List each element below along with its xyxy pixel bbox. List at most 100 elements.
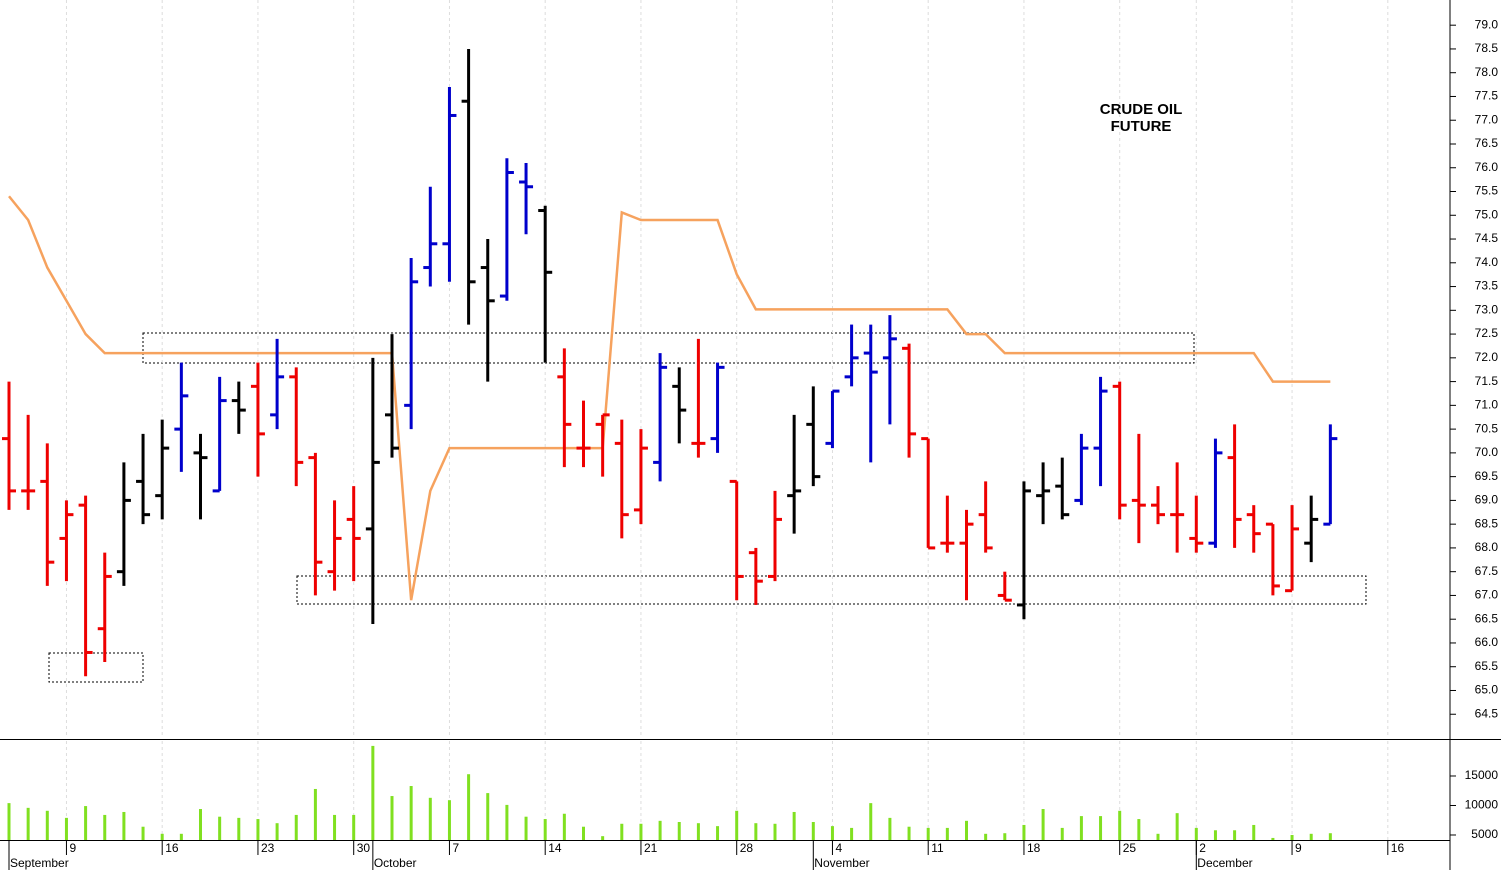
y-tick-label: 76.5 xyxy=(1475,136,1499,150)
volume-bar xyxy=(505,804,509,840)
x-tick-label: 9 xyxy=(1295,841,1302,855)
volume-bar xyxy=(773,823,777,840)
volume-bar xyxy=(696,823,700,840)
volume-bar xyxy=(218,816,222,840)
y-tick-label: 79.0 xyxy=(1475,17,1499,31)
volume-bar xyxy=(965,820,968,840)
volume-bar xyxy=(716,826,720,840)
volume-bar xyxy=(639,823,643,840)
range-box xyxy=(142,332,1195,364)
y-tick-label: 74.5 xyxy=(1475,231,1499,245)
y-tick-label: 64.5 xyxy=(1475,706,1499,720)
volume-bar xyxy=(1156,833,1160,840)
volume-bar xyxy=(26,807,30,840)
volume-bar xyxy=(160,833,164,840)
volume-bar xyxy=(256,819,260,840)
y-tick-label: 75.0 xyxy=(1475,207,1499,221)
volume-bar xyxy=(869,803,873,840)
y-tick-label: 5000 xyxy=(1471,827,1498,841)
volume-bar xyxy=(1137,819,1141,840)
volume-bar xyxy=(543,819,547,840)
volume-bar xyxy=(1022,824,1026,840)
y-tick-label: 65.0 xyxy=(1475,683,1499,697)
volume-bar xyxy=(524,816,528,840)
volume-bar xyxy=(1252,824,1256,840)
y-tick-label: 66.5 xyxy=(1475,611,1499,625)
x-tick-label: 2 xyxy=(1199,841,1206,855)
chart-title: CRUDE OIL xyxy=(1100,101,1183,118)
volume-bar xyxy=(84,806,88,840)
y-tick-label: 69.5 xyxy=(1475,469,1499,483)
y-tick-label: 71.0 xyxy=(1475,398,1499,412)
y-tick-label: 70.0 xyxy=(1475,445,1499,459)
volume-bar xyxy=(64,817,68,840)
y-tick-label: 71.5 xyxy=(1475,374,1499,388)
volume-bar xyxy=(199,809,202,840)
y-tick-label: 67.5 xyxy=(1475,564,1499,578)
overlay-line xyxy=(8,195,1331,601)
volume-bar xyxy=(237,817,241,840)
x-tick-label: 4 xyxy=(835,841,842,855)
y-tick-label: 68.5 xyxy=(1475,516,1499,530)
volume-bar xyxy=(45,810,49,840)
volume-bar xyxy=(103,814,107,840)
volume-bar xyxy=(1328,833,1332,840)
volume-bar xyxy=(1290,834,1294,840)
volume-bar xyxy=(754,823,758,840)
volume-bar xyxy=(1003,833,1007,840)
volume-bar xyxy=(1118,810,1122,840)
volume-bar xyxy=(1194,827,1198,840)
volume-bar xyxy=(294,814,298,840)
y-tick-label: 75.5 xyxy=(1475,184,1499,198)
volume-bar xyxy=(1233,830,1237,840)
volume-bar xyxy=(179,833,183,840)
volume-bar xyxy=(620,823,624,840)
x-tick-label: 14 xyxy=(548,841,562,855)
x-tick-label: 16 xyxy=(165,841,179,855)
y-tick-label: 70.5 xyxy=(1475,421,1499,435)
x-tick-label: 11 xyxy=(931,841,944,855)
y-tick-label: 65.5 xyxy=(1475,659,1499,673)
y-tick-label: 67.0 xyxy=(1475,588,1499,602)
volume-bar xyxy=(830,826,834,840)
range-box xyxy=(48,652,144,683)
volume-bar xyxy=(888,817,892,840)
y-tick-label: 10000 xyxy=(1465,798,1499,812)
x-tick-label: 30 xyxy=(357,841,371,855)
y-tick-label: 66.0 xyxy=(1475,635,1499,649)
y-tick-label: 73.0 xyxy=(1475,302,1499,316)
volume-bar xyxy=(313,788,317,840)
y-tick-label: 78.5 xyxy=(1475,41,1499,55)
x-tick-label: 7 xyxy=(452,841,459,855)
volume-bar xyxy=(1060,827,1064,840)
volume-bar xyxy=(926,827,930,840)
volume-bar xyxy=(1099,816,1103,840)
volume-bar xyxy=(409,786,413,840)
volume-bar xyxy=(1079,816,1083,840)
x-tick-label: 18 xyxy=(1027,841,1041,855)
y-tick-label: 68.0 xyxy=(1475,540,1499,554)
y-tick-label: 76.0 xyxy=(1475,160,1499,174)
y-tick-label: 72.0 xyxy=(1475,350,1499,364)
volume-bar xyxy=(352,814,356,840)
y-tick-label: 77.5 xyxy=(1475,89,1499,103)
volume-bar xyxy=(811,822,815,840)
volume-bar xyxy=(333,814,337,840)
x-tick-label: 9 xyxy=(69,841,76,855)
volume-bar xyxy=(677,822,681,840)
volume-bar xyxy=(907,826,911,840)
month-label: October xyxy=(374,856,417,870)
month-label: September xyxy=(10,856,69,870)
month-label: December xyxy=(1197,856,1252,870)
x-tick-label: 21 xyxy=(644,841,658,855)
volume-bar xyxy=(122,811,126,840)
volume-bar xyxy=(1213,830,1217,840)
y-tick-label: 74.0 xyxy=(1475,255,1499,269)
range-box xyxy=(296,575,1367,605)
x-tick-label: 28 xyxy=(740,841,754,855)
volume-bar xyxy=(371,745,375,840)
y-tick-label: 15000 xyxy=(1465,768,1499,782)
volume-bar xyxy=(486,793,490,840)
